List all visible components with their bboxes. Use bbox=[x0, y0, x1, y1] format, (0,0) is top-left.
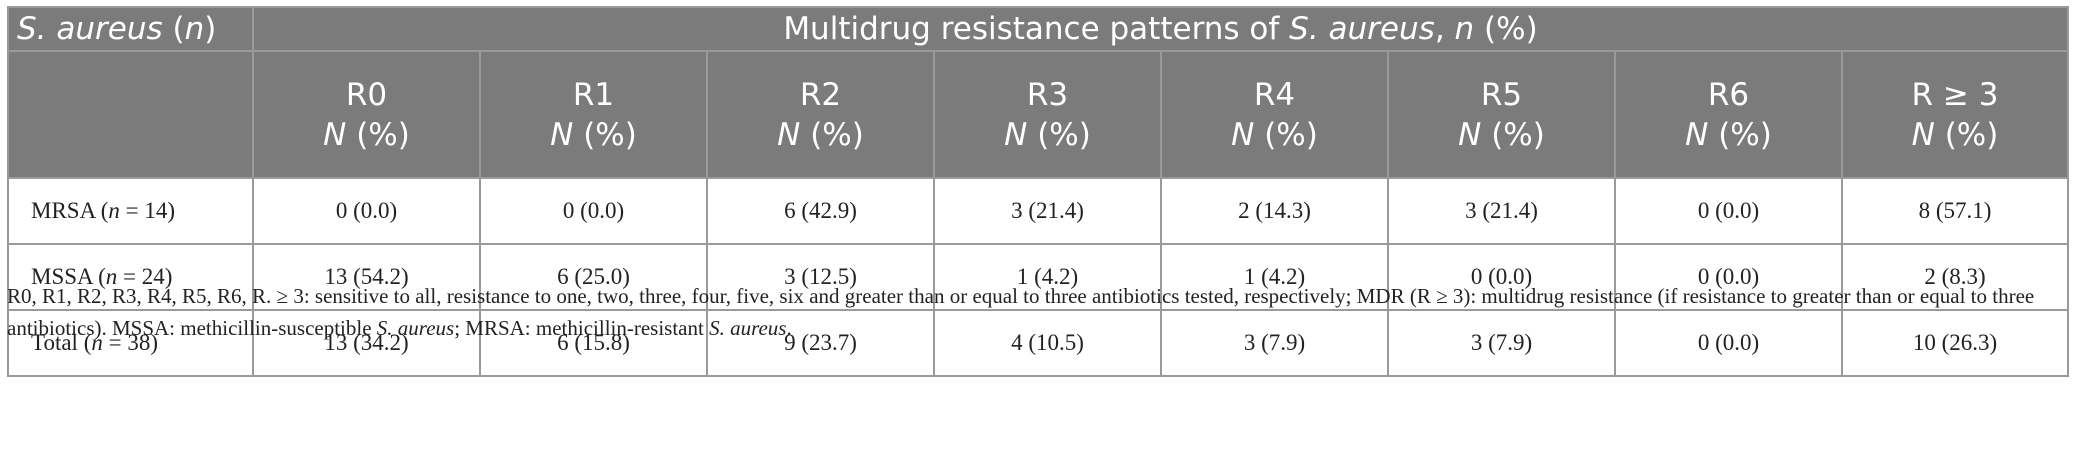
table-cell: 2 (8.3) bbox=[1841, 243, 2069, 311]
table-cell: 0 (0.0) bbox=[1387, 243, 1616, 311]
table-cell: 0 (0.0) bbox=[1614, 309, 1843, 377]
row-label-open: ( bbox=[92, 264, 106, 289]
footnote-text: ; MRSA: methicillin-resistant bbox=[454, 316, 710, 340]
row-label: Total (n = 38) bbox=[7, 309, 254, 377]
row-label-n: n bbox=[108, 198, 120, 223]
column-label: R1 bbox=[572, 76, 615, 113]
table-cell: 9 (23.7) bbox=[706, 309, 935, 377]
footnote-text: . bbox=[786, 316, 792, 340]
column-header-r2: R2 N (%) bbox=[706, 50, 935, 179]
row-label-open: ( bbox=[77, 330, 92, 355]
column-label: R5 bbox=[1480, 76, 1523, 113]
column-sub-pct: (%) bbox=[346, 116, 410, 153]
column-label: R3 bbox=[1026, 76, 1069, 113]
table-cell: 6 (15.8) bbox=[479, 309, 708, 377]
table-cell: 3 (21.4) bbox=[1387, 177, 1616, 245]
column-sub-n: N bbox=[550, 116, 574, 153]
column-sub-pct: (%) bbox=[800, 116, 864, 153]
group-header-pre: Multidrug resistance patterns of bbox=[783, 11, 1290, 47]
column-sub-n: N bbox=[1458, 116, 1482, 153]
column-header-r4: R4 N (%) bbox=[1160, 50, 1389, 179]
table-cell: 13 (34.2) bbox=[252, 309, 481, 377]
row-label-n: n bbox=[91, 330, 103, 355]
table-cell: 0 (0.0) bbox=[252, 177, 481, 245]
column-sub-n: N bbox=[1004, 116, 1028, 153]
table-cell: 1 (4.2) bbox=[933, 243, 1162, 311]
column-header-r3: R3 N (%) bbox=[933, 50, 1162, 179]
column-sub-pct: (%) bbox=[1481, 116, 1545, 153]
column-sub-n: N bbox=[323, 116, 347, 153]
table-cell: 0 (0.0) bbox=[479, 177, 708, 245]
resistance-table-container: S. aureus (n) Multidrug resistance patte… bbox=[7, 6, 2069, 377]
table-cell: 2 (14.3) bbox=[1160, 177, 1389, 245]
column-sub-pct: (%) bbox=[573, 116, 637, 153]
corner-close: ) bbox=[204, 11, 217, 47]
table-cell: 0 (0.0) bbox=[1614, 177, 1843, 245]
group-header: Multidrug resistance patterns of S. aure… bbox=[252, 6, 2069, 52]
group-header-organism: S. aureus bbox=[1289, 11, 1435, 47]
row-label-n-value: = 24) bbox=[117, 264, 173, 289]
table-cell: 3 (7.9) bbox=[1387, 309, 1616, 377]
row-label: MSSA (n = 24) bbox=[7, 243, 254, 311]
table-cell: 0 (0.0) bbox=[1614, 243, 1843, 311]
column-header-r1: R1 N (%) bbox=[479, 50, 708, 179]
row-label-n: n bbox=[105, 264, 118, 289]
resistance-table: S. aureus (n) Multidrug resistance patte… bbox=[7, 6, 2069, 377]
table-footnote: R0, R1, R2, R3, R4, R5, R6, R. ≥ 3: sens… bbox=[7, 280, 2073, 344]
corner-header: S. aureus (n) bbox=[7, 6, 254, 52]
column-label: R ≥ 3 bbox=[1911, 76, 1999, 113]
row-label-open: ( bbox=[94, 198, 109, 223]
table-cell: 4 (10.5) bbox=[933, 309, 1162, 377]
column-sub-pct: (%) bbox=[1254, 116, 1318, 153]
group-header-mid: , bbox=[1434, 11, 1455, 47]
column-header-r6: R6 N (%) bbox=[1614, 50, 1843, 179]
table-cell: 3 (21.4) bbox=[933, 177, 1162, 245]
column-label: R6 bbox=[1707, 76, 1750, 113]
column-sub-pct: (%) bbox=[1934, 116, 1999, 153]
group-header-n: n bbox=[1454, 11, 1475, 47]
column-sub-n: N bbox=[777, 116, 801, 153]
table-cell: 8 (57.1) bbox=[1841, 177, 2069, 245]
column-sub-n: N bbox=[1685, 116, 1709, 153]
table-row-mrsa: MRSA (n = 14) 0 (0.0) 0 (0.0) 6 (42.9) 3… bbox=[7, 177, 2069, 245]
header-row-2: R0 N (%) R1 N (%) R2 N (%) R3 N (%) R4 N (%) … bbox=[7, 50, 2069, 179]
row-label-name: MRSA bbox=[31, 198, 95, 223]
row-label-n-value: = 14) bbox=[119, 198, 175, 223]
column-sub-n: N bbox=[1911, 116, 1935, 153]
table-cell: 1 (4.2) bbox=[1160, 243, 1389, 311]
table-cell: 10 (26.3) bbox=[1841, 309, 2069, 377]
footnote-text: R0, R1, R2, R3, R4, R5, R6, R. ≥ 3: sens… bbox=[7, 284, 2035, 340]
table-row-mssa: MSSA (n = 24) 13 (54.2) 6 (25.0) 3 (12.5… bbox=[7, 243, 2069, 311]
table-cell: 6 (42.9) bbox=[706, 177, 935, 245]
blank-header-cell bbox=[7, 50, 254, 179]
table-cell: 3 (7.9) bbox=[1160, 309, 1389, 377]
row-label: MRSA (n = 14) bbox=[7, 177, 254, 245]
column-sub-pct: (%) bbox=[1027, 116, 1091, 153]
table-row-total: Total (n = 38) 13 (34.2) 6 (15.8) 9 (23.… bbox=[7, 309, 2069, 377]
corner-organism: S. aureus bbox=[17, 11, 163, 47]
column-header-r0: R0 N (%) bbox=[252, 50, 481, 179]
column-sub-n: N bbox=[1231, 116, 1255, 153]
table-cell: 13 (54.2) bbox=[252, 243, 481, 311]
column-sub-pct: (%) bbox=[1708, 116, 1772, 153]
corner-n: n bbox=[184, 11, 205, 47]
column-label: R2 bbox=[799, 76, 842, 113]
corner-open: ( bbox=[162, 11, 185, 47]
row-label-name: Total bbox=[31, 330, 78, 355]
column-label: R4 bbox=[1253, 76, 1296, 113]
group-header-post: (%) bbox=[1474, 11, 1538, 47]
row-label-n-value: = 38) bbox=[102, 330, 158, 355]
table-cell: 6 (25.0) bbox=[479, 243, 708, 311]
header-row-1: S. aureus (n) Multidrug resistance patte… bbox=[7, 6, 2069, 52]
column-label: R0 bbox=[345, 76, 388, 113]
column-header-r5: R5 N (%) bbox=[1387, 50, 1616, 179]
footnote-organism: S. aureus bbox=[709, 316, 787, 340]
footnote-organism: S. aureus bbox=[376, 316, 455, 340]
row-label-name: MSSA bbox=[31, 264, 93, 289]
table-cell: 3 (12.5) bbox=[706, 243, 935, 311]
